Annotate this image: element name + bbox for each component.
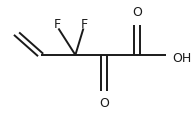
Text: F: F (54, 18, 61, 31)
Text: F: F (81, 18, 88, 31)
Text: OH: OH (172, 53, 191, 65)
Text: O: O (99, 97, 109, 110)
Text: O: O (132, 6, 142, 19)
